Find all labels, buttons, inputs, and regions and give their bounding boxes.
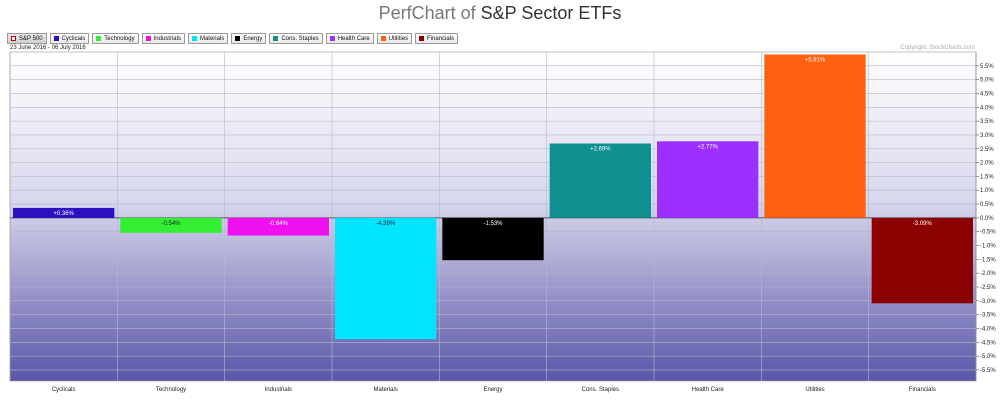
legend-label: Financials — [427, 35, 455, 42]
y-tick-label: -4.5% — [980, 340, 996, 346]
y-tick-label: -5.5% — [980, 368, 996, 374]
page-title: PerfChart of S&P Sector ETFs — [0, 0, 1000, 28]
x-tick-label: Utilities — [805, 387, 824, 393]
data-label: +0.36% — [53, 211, 74, 217]
x-tick-label: Health Care — [692, 387, 725, 393]
y-tick-label: -1.5% — [980, 257, 996, 263]
bar-cons-staples — [549, 143, 651, 218]
legend-swatch — [273, 36, 279, 41]
data-label: -0.54% — [161, 221, 181, 227]
legend-item-financials[interactable]: Financials — [415, 33, 459, 44]
legend-item-technology[interactable]: Technology — [92, 33, 139, 44]
legend-swatch — [96, 36, 102, 41]
legend-label: Industrials — [153, 35, 181, 42]
y-tick-label: -3.5% — [980, 313, 996, 319]
x-tick-label: Cyclicals — [52, 387, 76, 393]
legend-label: Cyclicals — [61, 35, 86, 42]
legend-item-materials[interactable]: Materials — [187, 33, 229, 44]
legend-swatch — [329, 36, 335, 41]
y-tick-label: 5.0% — [980, 78, 994, 84]
legend-item-utilities[interactable]: Utilities — [376, 33, 413, 44]
data-label: +5.91% — [805, 57, 826, 63]
y-tick-label: 0.0% — [980, 216, 994, 222]
y-tick-label: -3.0% — [980, 299, 996, 305]
y-tick-label: 1.0% — [980, 188, 994, 194]
legend-swatch — [235, 36, 241, 41]
y-tick-label: 0.5% — [980, 202, 994, 208]
x-tick-label: Materials — [373, 387, 397, 393]
x-tick-label: Cons. Staples — [582, 387, 619, 393]
y-tick-label: 3.0% — [980, 133, 994, 139]
legend-label: Technology — [104, 35, 135, 42]
data-label: -1.53% — [483, 221, 503, 227]
legend-label: Health Care — [337, 35, 370, 42]
copyright-text: Copyright, StockCharts.com — [900, 45, 975, 51]
y-tick-label: 4.5% — [980, 91, 994, 97]
title-prefix: PerfChart of — [378, 3, 481, 23]
legend-swatch — [419, 36, 425, 41]
bar-utilities — [764, 54, 866, 218]
bar-health-care — [657, 141, 759, 218]
data-label: -4.39% — [376, 221, 396, 227]
y-tick-label: -4.0% — [980, 326, 996, 332]
legend-item-cons-staples[interactable]: Cons. Staples — [269, 33, 323, 44]
legend-label: Energy — [243, 35, 263, 42]
y-tick-label: -0.5% — [980, 230, 996, 236]
y-tick-label: 4.0% — [980, 105, 994, 111]
x-tick-label: Technology — [156, 387, 186, 393]
y-tick-label: -2.0% — [980, 271, 996, 277]
legend-label: Materials — [199, 35, 225, 42]
legend: S&P 500 Cyclicals Technology Industrials Mat… — [7, 33, 459, 44]
data-label: -0.64% — [269, 221, 289, 227]
data-label: +2.77% — [697, 144, 718, 150]
y-tick-label: 3.5% — [980, 119, 994, 125]
legend-item-cyclicals[interactable]: Cyclicals — [49, 33, 90, 44]
y-tick-label: 5.5% — [980, 64, 994, 70]
legend-swatch — [380, 36, 386, 41]
bar-industrials — [227, 217, 329, 236]
legend-item-industrials[interactable]: Industrials — [141, 33, 185, 44]
legend-swatch — [11, 36, 16, 41]
y-tick-label: 1.5% — [980, 174, 994, 180]
legend-swatch — [53, 36, 59, 41]
plot-border — [9, 51, 977, 382]
y-tick-label: -2.5% — [980, 285, 996, 291]
data-label: +2.69% — [590, 147, 611, 153]
bar-cyclicals — [13, 207, 115, 218]
legend-label: Cons. Staples — [281, 35, 319, 42]
legend-label: Utilities — [388, 35, 409, 42]
y-tick-label: -5.0% — [980, 354, 996, 360]
legend-item-energy[interactable]: Energy — [231, 33, 267, 44]
bar-materials — [335, 217, 437, 340]
bar-technology — [120, 217, 222, 233]
y-tick-label: 2.5% — [980, 147, 994, 153]
bar-financials — [871, 217, 973, 304]
legend-swatch — [191, 36, 197, 41]
title-main: S&P Sector ETFs — [480, 3, 622, 23]
data-label: -3.09% — [913, 221, 933, 227]
bar-energy — [442, 217, 544, 261]
legend-label: S&P 500 — [19, 35, 43, 42]
y-tick-label: 2.0% — [980, 161, 994, 167]
x-tick-label: Financials — [909, 387, 936, 393]
legend-item-health-care[interactable]: Health Care — [325, 33, 374, 44]
legend-swatch — [145, 36, 151, 41]
y-tick-label: -1.0% — [980, 244, 996, 250]
x-tick-label: Energy — [483, 387, 502, 393]
x-tick-label: Industrials — [265, 387, 292, 393]
legend-item-s-p-500[interactable]: S&P 500 — [7, 33, 47, 44]
date-range: 23 June 2016 - 06 July 2016 — [10, 45, 86, 51]
